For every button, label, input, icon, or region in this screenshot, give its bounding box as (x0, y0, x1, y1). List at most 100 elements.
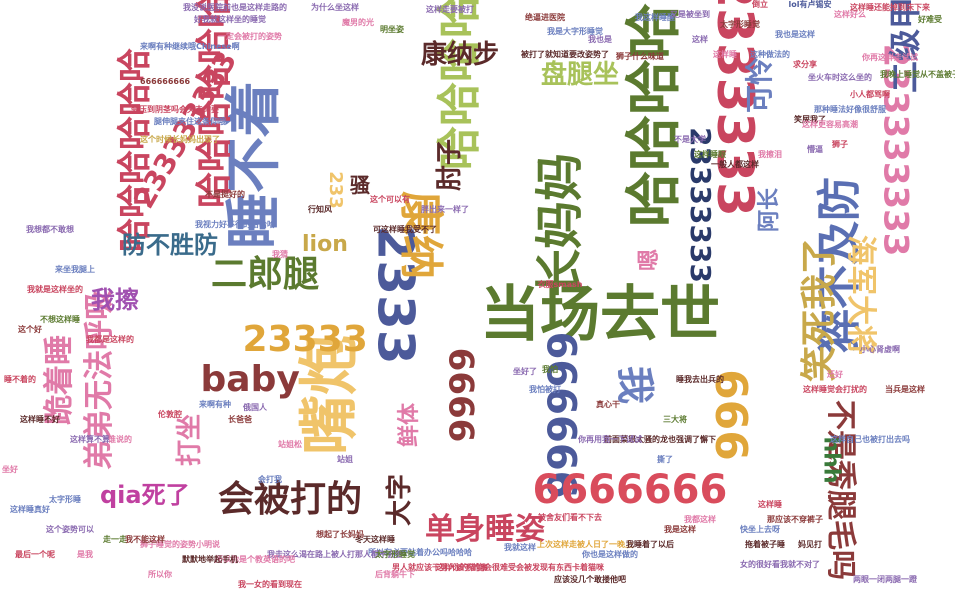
cloud-word: 这种做法的 (750, 50, 790, 59)
cloud-word: lol有卢锡安 (788, 0, 832, 9)
cloud-word: 我一女的看到现在 (238, 580, 302, 589)
cloud-word: 快坐上去呀 (740, 525, 780, 534)
cloud-word: 所以你是个教英语的吧 (215, 555, 295, 564)
cloud-word: 我是大字形睡觉 (547, 27, 603, 36)
cloud-word: 我没说医院前也是这样走路的 (183, 3, 287, 12)
cloud-word: 冬天这样睡 (355, 535, 395, 544)
cloud-word: 我都是这样的 (86, 335, 134, 344)
cloud-word: 懵逼 (807, 145, 823, 154)
cloud-word: 明坐姿 (380, 25, 404, 34)
cloud-word: 这样睡觉会打扰的 (803, 385, 867, 394)
cloud-word: 二级甲 (886, 0, 925, 94)
cloud-word: 来啊有种继续哦Chinese啊 (140, 42, 240, 51)
cloud-word: 衣服smash (537, 280, 583, 289)
cloud-word: 还好 (827, 370, 843, 379)
cloud-word: 太字形睡觉 (720, 20, 760, 29)
cloud-word: 单身睡姿 (425, 512, 545, 547)
cloud-word: 这样你的猫能会很难受会被发现有东西卡着猫咪 (436, 563, 604, 572)
cloud-word: 阿长 (757, 187, 783, 233)
cloud-word: 这样算不算 (70, 435, 110, 444)
cloud-word: 23333 (242, 319, 368, 360)
cloud-word: 我想都不敢想 (26, 225, 74, 234)
cloud-word: 太字形睡 (49, 495, 81, 504)
cloud-word: 我猜 (272, 250, 288, 259)
cloud-word: 默默地举起手机 (182, 555, 238, 564)
cloud-word: 长妈妈 (532, 152, 589, 298)
cloud-word: 又是被坐到 (670, 10, 710, 19)
cloud-word: 我 (613, 365, 658, 405)
cloud-word: 俄国人 (243, 403, 267, 412)
cloud-word: 来啊有种 (199, 400, 231, 409)
cloud-word: 坐好 (2, 465, 18, 474)
cloud-word: 谁说的 (108, 435, 132, 444)
cloud-word: 盘腿坐 (541, 60, 620, 90)
cloud-word: 后背躺牛下 (375, 570, 415, 579)
cloud-word: 海军大将 (843, 235, 878, 355)
cloud-word: 求分享 (793, 60, 817, 69)
cloud-word: 我擦泪 (758, 150, 782, 159)
cloud-word: 当兵是这样 (885, 385, 925, 394)
cloud-word: 这样 (692, 35, 708, 44)
cloud-word: 睡我去出兵的 (676, 375, 724, 384)
cloud-word: 走一走 (103, 535, 127, 544)
cloud-word: 魔男的光 (342, 18, 374, 27)
cloud-word: 会打我 (258, 475, 282, 484)
cloud-word: 笑死我了 (799, 237, 841, 383)
cloud-word: 倒立 (752, 0, 768, 9)
cloud-word: 防不胜防 (122, 231, 218, 259)
cloud-word: 应该没几个敢搂他吧 (554, 575, 626, 584)
cloud-word: 坐火车时这么坐的 (808, 73, 872, 82)
cloud-word: 这样更容易高潮 (802, 120, 858, 129)
cloud-word: 我就这样 (504, 543, 536, 552)
cloud-word: 那种睡法好像很舒服 (814, 105, 886, 114)
cloud-word: 拖着被子睡 (745, 540, 785, 549)
cloud-word: 不想这样睡 (40, 315, 80, 324)
cloud-word: 会被打的 (218, 479, 363, 520)
cloud-word: 一定会被打的姿势 (218, 32, 282, 41)
cloud-word: 不是秀腿毛吗 (823, 400, 858, 580)
cloud-word: 你再用我一下试试 (578, 435, 642, 444)
cloud-word: 跪着睡 (42, 335, 77, 425)
cloud-word: 不是大学 (674, 135, 706, 144)
cloud-word: 那应该不穿裤子 (767, 515, 823, 524)
cloud-word: 6666666 (532, 467, 728, 513)
cloud-word: 可怜 (743, 56, 777, 114)
cloud-word: 我怕被打 (529, 385, 561, 394)
cloud-word: 为什么坐这样 (311, 3, 359, 12)
cloud-word: 骚 (350, 173, 370, 197)
cloud-word: 好我就这样坐的睡觉 (194, 15, 266, 24)
cloud-word: 我就是这样坐的 (27, 285, 83, 294)
cloud-word: 这样睡眼 (694, 150, 726, 159)
cloud-word: 这样睡 (758, 500, 782, 509)
cloud-word: 睡不着的 (4, 375, 36, 384)
cloud-word: 我是这样 (664, 525, 696, 534)
cloud-word: 你再这样走试试 (862, 53, 918, 62)
cloud-word: 我怕 (542, 365, 558, 374)
cloud-word: 腿伸腿夹住这条仰哦 (154, 117, 226, 126)
cloud-word: 站姐 (337, 455, 353, 464)
cloud-word: 所以有必要站着办公吗哈哈哈 (368, 548, 472, 557)
cloud-word: 好难受 (918, 15, 942, 24)
cloud-word: 最后一个呢 (15, 550, 55, 559)
cloud-word: 当场去世 (480, 280, 720, 350)
cloud-word: qia死了 (100, 481, 190, 509)
cloud-word: 这个时候长妈妈出现了 (140, 135, 220, 144)
cloud-word: 我也是这样 (775, 30, 815, 39)
cloud-word: 被打了就知道要改姿势了 (521, 50, 609, 59)
cloud-word: 长爸爸 (228, 415, 252, 424)
cloud-word: 鲜体 (397, 402, 423, 448)
cloud-word: 666666666 (140, 77, 191, 86)
cloud-word: 来坐我腿上 (55, 265, 95, 274)
cloud-word: 我也是 (588, 35, 612, 44)
cloud-word: 狮子什么味道 (616, 52, 664, 61)
cloud-word: 这样睡真好 (10, 505, 50, 514)
cloud-word: 真心干 (596, 400, 620, 409)
cloud-word: 这个可以有 (370, 195, 410, 204)
cloud-word: 两眼一闭两腿一蹬 (853, 575, 917, 584)
cloud-word: 一般人都这样 (711, 160, 759, 169)
cloud-word: 太字形睡觉 (375, 550, 415, 559)
cloud-word: 我擦 (91, 286, 139, 314)
cloud-word: 二郎腿 (211, 254, 320, 295)
cloud-word: 我这样睡醒 (635, 13, 675, 22)
